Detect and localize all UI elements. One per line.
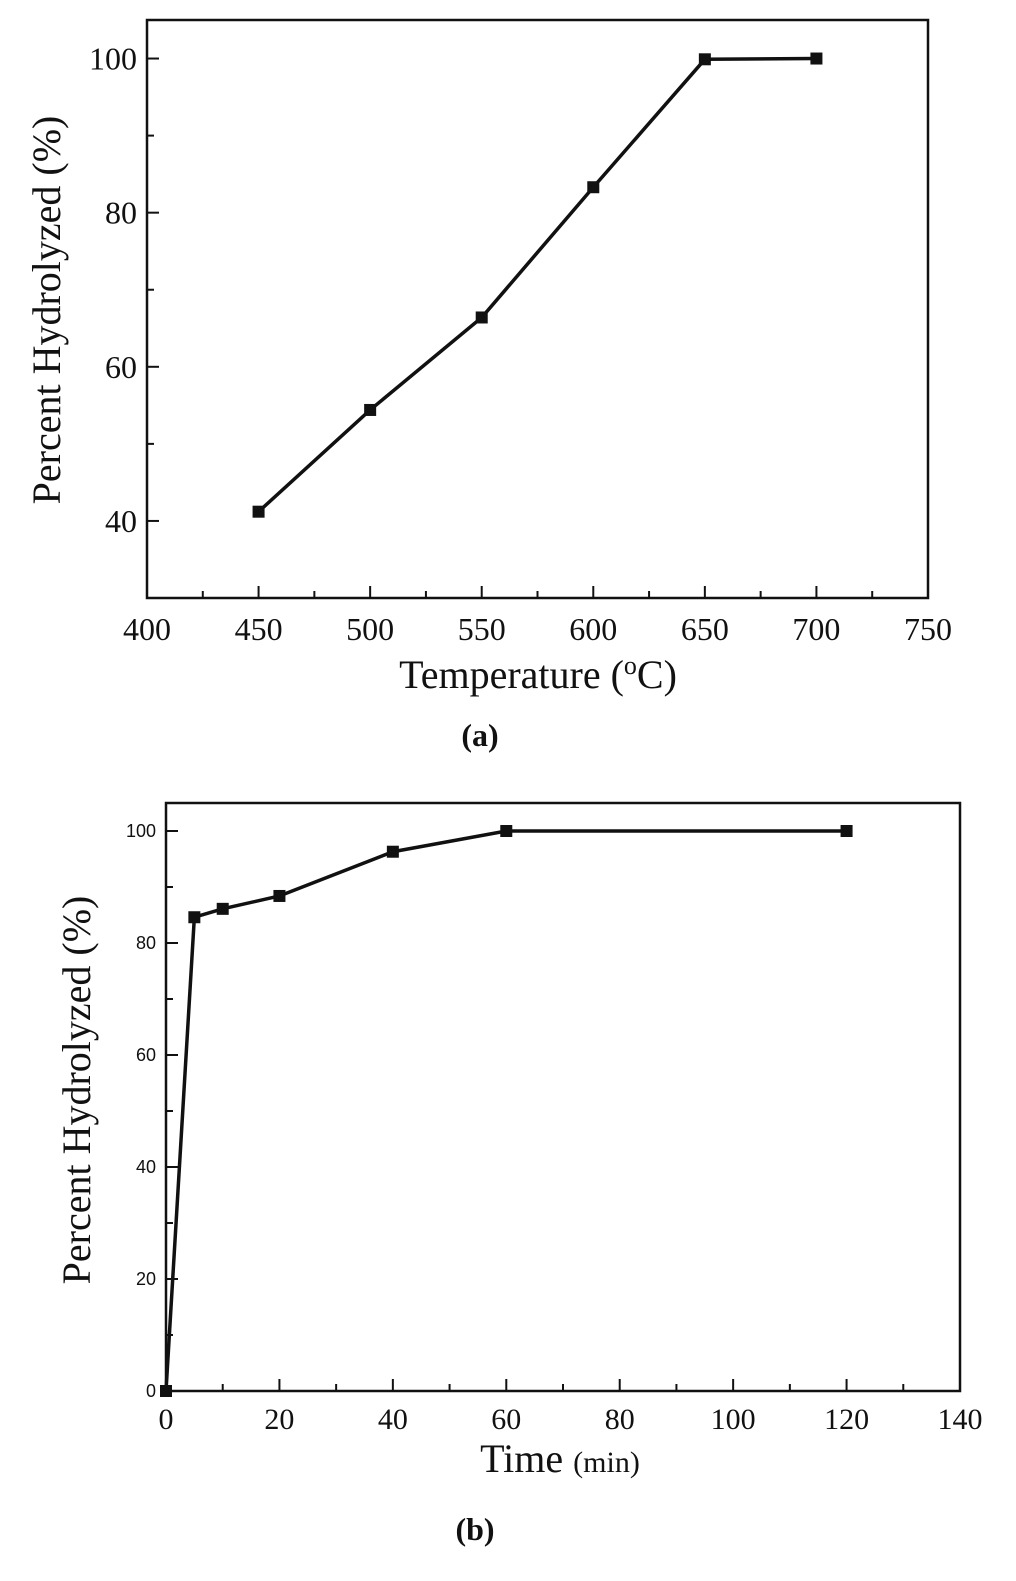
- chart-a-xtick-label: 650: [681, 611, 729, 647]
- chart-b-data-point: [273, 889, 286, 902]
- chart-a-ytick-label: 60: [105, 349, 137, 385]
- chart-b-data-point: [840, 825, 853, 837]
- chart-a-xtick-label: 450: [235, 611, 283, 647]
- chart-a-ytick-label: 100: [89, 41, 137, 77]
- chart-a-xtick-label: 400: [123, 611, 171, 647]
- chart-b: Percent Hydrolyzed (%) Time (min) (b) 0 2…: [54, 801, 983, 1547]
- chart-a-xlabel: Temperature (oC): [399, 651, 677, 697]
- chart-a-panel-label: (a): [461, 717, 498, 753]
- chart-b-data-point: [386, 845, 399, 858]
- chart-a-data-point: [475, 311, 488, 324]
- chart-b-xtick-label: 140: [938, 1403, 983, 1436]
- chart-b-ytick-label: 80: [136, 933, 156, 953]
- chart-b-xtick-label: 60: [491, 1403, 521, 1436]
- chart-b-xtick-label: 40: [378, 1403, 408, 1436]
- chart-b-panel-label: (b): [455, 1511, 494, 1547]
- chart-b-ylabel: Percent Hydrolyzed (%): [54, 896, 99, 1285]
- chart-b-data-point: [216, 902, 229, 915]
- chart-b-ytick-label: 0: [146, 1381, 156, 1401]
- chart-b-ytick-label: 20: [136, 1269, 156, 1289]
- chart-a-data-point: [252, 505, 265, 518]
- chart-a-data-point: [364, 403, 377, 416]
- chart-b-ytick-label: 40: [136, 1157, 156, 1177]
- chart-a-xtick-label: 550: [458, 611, 506, 647]
- chart-b-xlabel: Time (min): [480, 1436, 640, 1481]
- chart-b-xtick-label: 20: [264, 1403, 294, 1436]
- chart-b-xtick-label: 0: [159, 1403, 174, 1436]
- chart-a-xtick-label: 750: [904, 611, 952, 647]
- chart-b-data-point: [500, 825, 513, 837]
- chart-a-ytick-label: 80: [105, 195, 137, 231]
- chart-b-series-line: [164, 829, 847, 1392]
- chart-a-data-point: [810, 52, 823, 65]
- chart-a-data-point: [698, 53, 711, 66]
- chart-b-data-point: [160, 1385, 172, 1397]
- chart-b-xtick-label: 100: [711, 1403, 756, 1436]
- chart-b-xtick-label: 120: [824, 1403, 869, 1436]
- chart-a: Percent Hydrolyzed (%) Temperature (oC) …: [24, 18, 952, 753]
- chart-a-ylabel: Percent Hydrolyzed (%): [24, 116, 69, 505]
- chart-b-data-point: [188, 911, 201, 924]
- chart-a-xtick-label: 700: [792, 611, 840, 647]
- chart-a-xtick-label: 500: [346, 611, 394, 647]
- chart-a-ytick-label: 40: [105, 503, 137, 539]
- chart-a-data-point: [587, 181, 600, 194]
- chart-b-xtick-label: 80: [605, 1403, 635, 1436]
- chart-b-ytick-label: 60: [136, 1045, 156, 1065]
- chart-b-ytick-label: 100: [126, 821, 156, 841]
- chart-a-series-line: [257, 56, 817, 513]
- chart-a-xtick-label: 600: [569, 611, 617, 647]
